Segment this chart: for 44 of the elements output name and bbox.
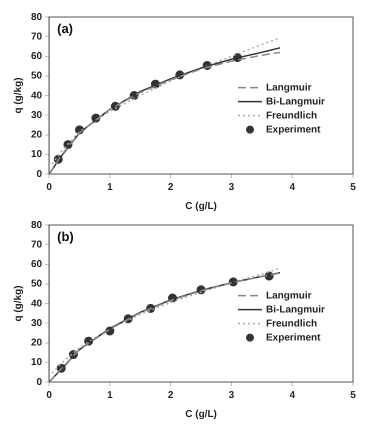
x-tick-label: 1 — [107, 390, 114, 401]
y-tick-label: 60 — [31, 259, 43, 270]
y-tick-label: 40 — [31, 298, 43, 310]
y-tick-label: 30 — [31, 318, 43, 329]
y-tick-label: 60 — [31, 51, 43, 62]
x-tick-label: 2 — [168, 390, 174, 401]
legend-label: Bi-Langmuir — [266, 304, 325, 316]
legend-label: Langmuir — [266, 290, 312, 302]
y-tick-label: 80 — [31, 12, 43, 23]
legend-label: Langmuir — [266, 82, 312, 94]
x-tick-label: 4 — [289, 182, 296, 193]
y-tick-label: 50 — [31, 70, 43, 82]
y-tick-label: 10 — [31, 149, 43, 160]
y-tick-label: 70 — [31, 31, 43, 42]
legend-label: Bi-Langmuir — [266, 96, 325, 108]
y-tick-label: 10 — [31, 357, 43, 368]
legend-label: Freundlich — [266, 110, 318, 122]
x-tick-label: 3 — [228, 390, 235, 401]
x-tick-label: 4 — [289, 390, 296, 401]
x-tick-label: 0 — [46, 390, 52, 401]
y-axis-title: q (g/kg) — [12, 285, 24, 322]
y-tick-label: 70 — [31, 239, 43, 250]
y-tick-label: 0 — [36, 376, 43, 388]
y-tick-label: 40 — [31, 90, 43, 102]
y-tick-label: 20 — [31, 130, 43, 140]
legend-label: Experiment — [266, 332, 322, 344]
chart-title: (a) — [57, 21, 74, 36]
x-axis-title: C (g/L) — [185, 200, 217, 212]
x-tick-label: 5 — [350, 182, 356, 193]
y-axis-title: q (g/kg) — [12, 77, 24, 114]
y-tick-label: 30 — [31, 110, 43, 121]
legend-label: Experiment — [266, 124, 322, 136]
x-tick-label: 0 — [46, 182, 52, 193]
x-tick-label: 3 — [228, 182, 235, 193]
x-tick-label: 2 — [168, 182, 174, 193]
y-tick-label: 50 — [31, 278, 43, 290]
y-tick-label: 80 — [31, 220, 43, 231]
x-tick-label: 5 — [350, 390, 356, 401]
y-tick-label: 20 — [31, 338, 43, 348]
chart-title: (b) — [57, 229, 74, 244]
legend-label: Freundlich — [266, 318, 318, 330]
y-tick-label: 0 — [36, 168, 43, 180]
x-tick-label: 1 — [107, 182, 114, 193]
x-axis-title: C (g/L) — [185, 408, 217, 420]
